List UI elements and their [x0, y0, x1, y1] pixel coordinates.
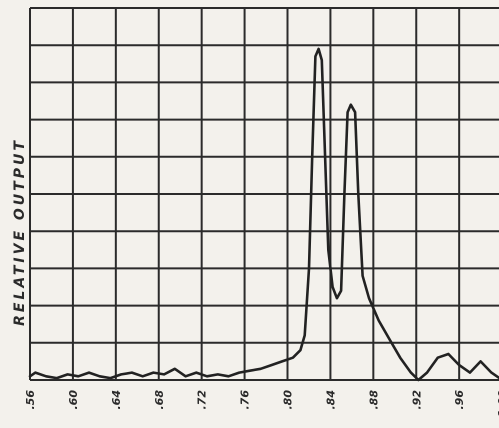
x-tick-label: .64	[110, 390, 123, 410]
x-tick-label: .92	[410, 390, 423, 410]
x-tick-label: .88	[367, 390, 380, 410]
x-tick-label: .72	[196, 390, 209, 410]
x-tick-label: .76	[239, 390, 252, 410]
x-tick-label: 1.00	[496, 390, 499, 417]
x-tick-label: .84	[324, 390, 337, 410]
x-tick-label: .68	[153, 390, 166, 410]
grid	[29, 7, 499, 381]
x-tick-labels: .56 .60 .64 .68 .72 .76 .80 .84 .88 .92 .96 1.00	[24, 390, 499, 417]
x-tick-label: .56	[24, 390, 37, 410]
y-axis-label: RELATIVE OUTPUT	[12, 138, 28, 326]
x-tick-label: .60	[67, 390, 80, 410]
series-line	[28, 47, 499, 382]
x-tick-label: .80	[282, 390, 295, 410]
x-tick-label: .96	[453, 390, 466, 410]
